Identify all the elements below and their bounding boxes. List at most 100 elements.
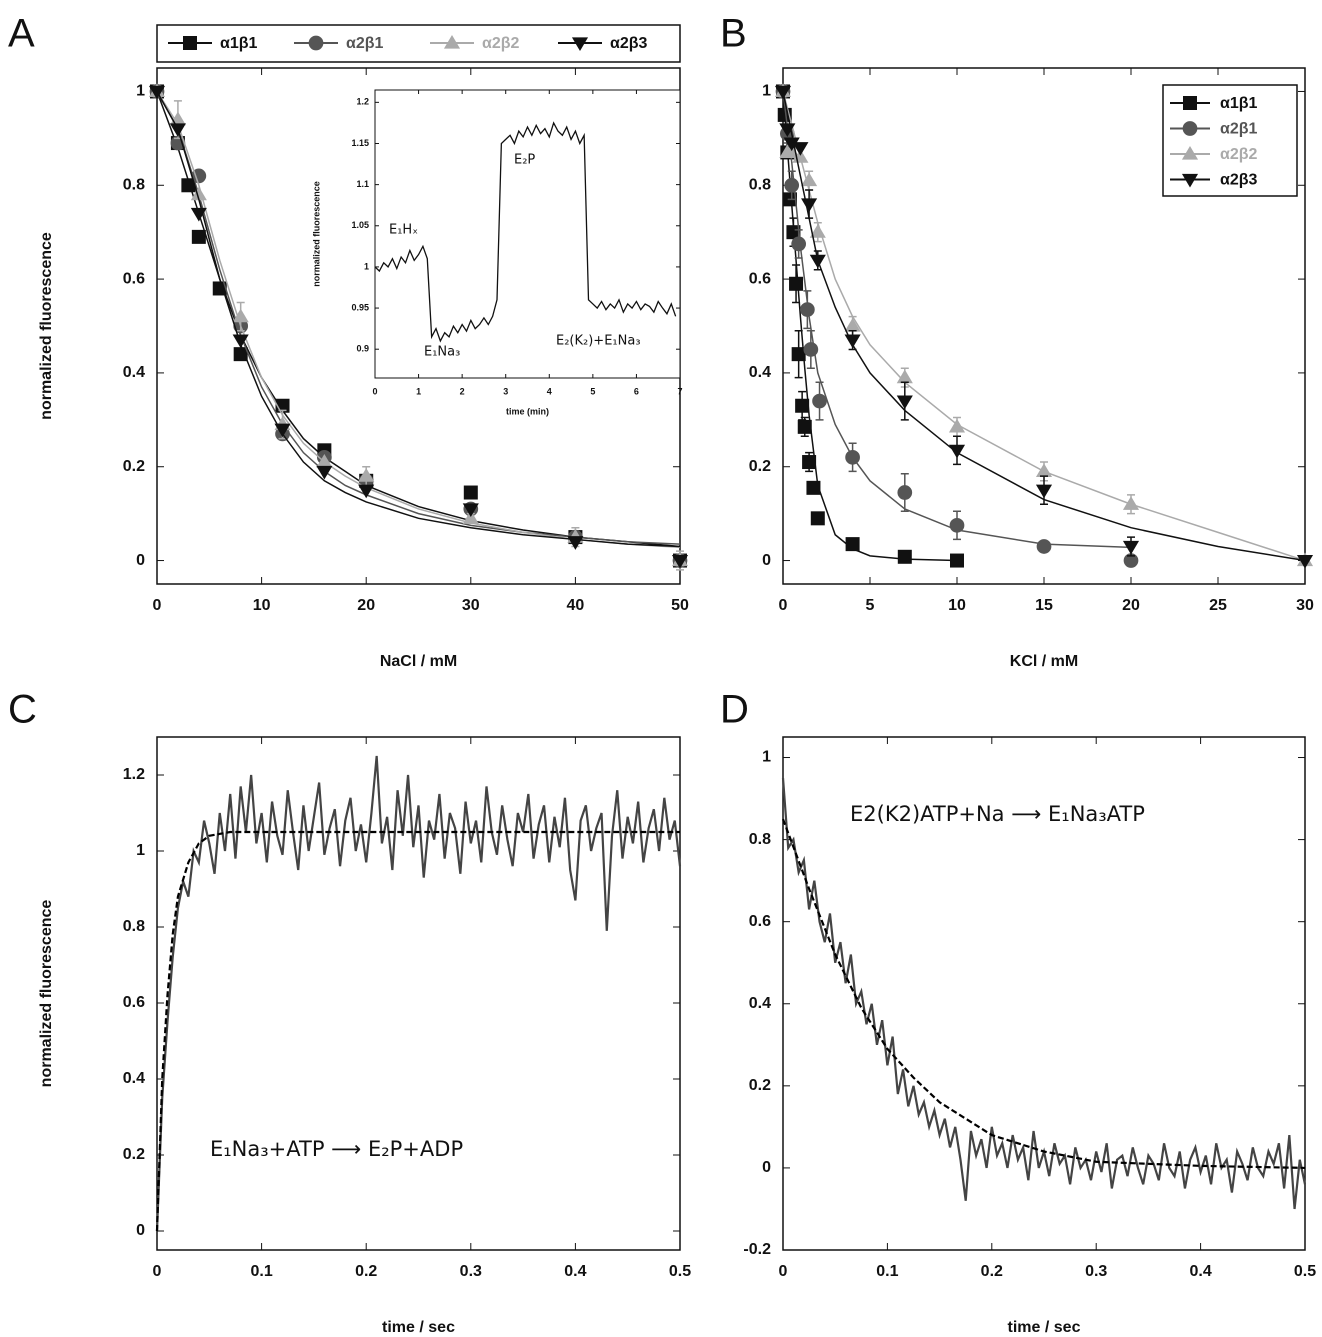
data-point	[567, 536, 584, 550]
y-tick-label: 0.8	[749, 831, 771, 848]
data-point	[800, 302, 815, 317]
legend-label: α1β1	[1220, 95, 1258, 112]
data-point	[233, 347, 248, 362]
data-point	[1296, 554, 1314, 569]
y-tick-label: 0	[136, 552, 145, 569]
panel-letter: D	[720, 688, 749, 732]
legend-label: α2β3	[1220, 172, 1258, 189]
y-tick-label: 1.1	[356, 179, 369, 189]
data-point	[358, 468, 375, 482]
x-tick-label: 0.1	[876, 1263, 898, 1280]
y-tick-label: 0.8	[123, 918, 145, 935]
x-tick-label: 0.5	[669, 1263, 691, 1280]
y-tick-label: 0	[136, 1222, 145, 1239]
x-tick-label: 10	[253, 597, 271, 614]
x-axis-label: KCl / mM	[1010, 653, 1078, 670]
y-axis-label: normalized fluorescence	[38, 900, 55, 1088]
data-point	[809, 224, 826, 238]
y-tick-label: 1.2	[356, 97, 369, 107]
data-point	[232, 308, 249, 323]
legend-marker	[1181, 173, 1199, 188]
panel-letter: A	[8, 12, 35, 56]
y-tick-label: 0.4	[749, 995, 771, 1012]
data-point	[844, 317, 861, 332]
x-tick-label: 0	[153, 1263, 162, 1280]
data-point	[274, 423, 291, 438]
data-point	[169, 123, 186, 138]
y-tick-label: 1	[136, 842, 145, 859]
panel-letter: C	[8, 688, 37, 732]
data-point	[1122, 540, 1140, 555]
y-tick-label: 0.9	[356, 344, 369, 354]
annotation: E₁Na₃	[424, 345, 460, 360]
data-point	[801, 172, 818, 187]
legend-marker	[571, 37, 589, 52]
x-tick-label: 7	[677, 386, 682, 396]
y-axis-label: normalized fluorescence	[311, 181, 321, 287]
data-point	[791, 347, 806, 362]
data-point	[844, 334, 861, 349]
fit-curve	[156, 91, 681, 548]
x-tick-label: 40	[567, 597, 585, 614]
panel-letter: B	[720, 12, 747, 56]
y-tick-label: 0.4	[123, 1070, 145, 1087]
legend-marker	[1183, 96, 1197, 110]
y-tick-label: 0	[762, 1159, 771, 1176]
data-point	[463, 485, 478, 500]
data-point	[792, 142, 809, 156]
x-tick-label: 0.5	[1294, 1263, 1316, 1280]
data-point	[806, 480, 821, 495]
legend-label: α2β1	[346, 35, 384, 52]
y-tick-label: 1	[364, 261, 369, 271]
data-point	[803, 342, 819, 357]
x-tick-label: 0	[372, 386, 377, 396]
trace	[374, 121, 677, 343]
x-axis-label: NaCl / mM	[380, 653, 457, 670]
data-point	[316, 453, 333, 468]
x-tick-label: 0	[779, 1263, 788, 1280]
data-point	[181, 178, 196, 193]
data-point	[779, 123, 796, 138]
annotation: E₂P	[514, 153, 535, 168]
y-tick-label: 1	[136, 83, 145, 100]
data-point	[1122, 496, 1140, 510]
y-tick-label: 0.8	[123, 176, 145, 193]
y-tick-label: 0.2	[749, 458, 771, 475]
x-tick-label: 25	[1209, 597, 1227, 614]
x-tick-label: 10	[948, 597, 966, 614]
x-tick-label: 30	[1296, 597, 1314, 614]
y-tick-label: 0.2	[749, 1077, 771, 1094]
annotation: E₂(K₂)+E₁Na₃	[556, 334, 641, 349]
annotation: E2(K2)ATP+Na ⟶ E₁Na₃ATP	[850, 802, 1145, 826]
data-point	[191, 168, 207, 184]
x-tick-label: 0.2	[355, 1263, 377, 1280]
legend-marker	[183, 36, 197, 50]
data-point	[786, 225, 801, 240]
legend-marker	[1181, 145, 1199, 160]
x-tick-label: 5	[866, 597, 875, 614]
data-point	[783, 137, 800, 152]
data-point	[845, 537, 860, 552]
x-tick-label: 0.4	[564, 1263, 586, 1280]
data-point	[316, 465, 333, 480]
x-tick-label: 1	[416, 386, 421, 396]
y-tick-label: 0.6	[749, 270, 771, 287]
x-axis-label: time (min)	[506, 406, 549, 416]
x-tick-label: 0.3	[1085, 1263, 1107, 1280]
y-tick-label: 1.2	[123, 766, 145, 783]
legend-label: α2β3	[610, 35, 648, 52]
y-tick-label: 0.4	[749, 364, 771, 381]
x-tick-label: 3	[503, 386, 508, 396]
data-point	[190, 207, 207, 222]
x-tick-label: 4	[547, 386, 552, 396]
data-point	[358, 484, 375, 499]
y-tick-label: 0.4	[123, 364, 145, 381]
data-point	[774, 85, 792, 100]
y-tick-label: 1	[762, 749, 771, 766]
legend-label: α2β2	[482, 35, 520, 52]
x-tick-label: 0.1	[250, 1263, 272, 1280]
data-point	[948, 418, 966, 433]
x-axis-label: time / sec	[1008, 1319, 1081, 1336]
data-point	[802, 455, 817, 470]
